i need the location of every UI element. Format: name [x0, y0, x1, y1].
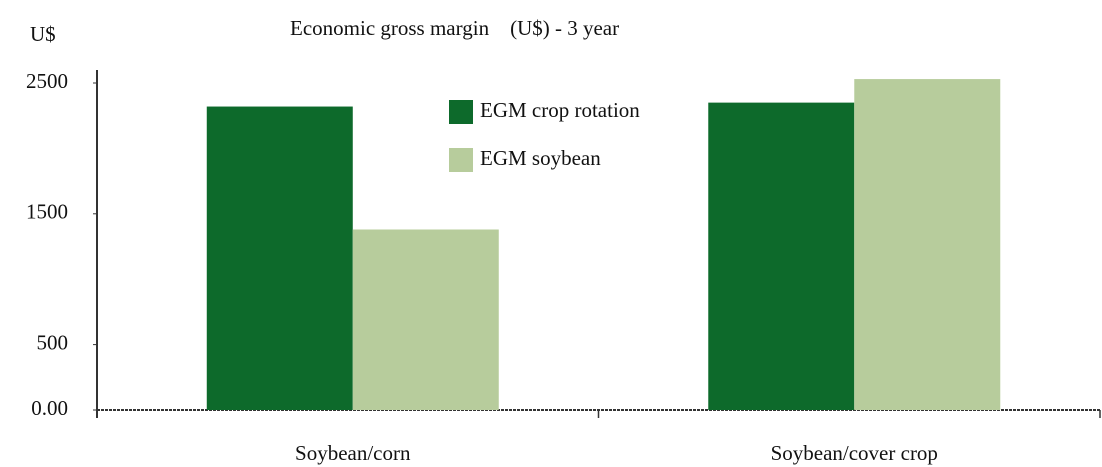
bar	[206, 106, 353, 410]
y-tick-label: 0.00	[31, 396, 68, 420]
x-tick-label: Soybean/corn	[295, 441, 411, 465]
legend-label: EGM crop rotation	[480, 98, 640, 122]
legend-swatch	[449, 148, 473, 172]
legend-label: EGM soybean	[480, 146, 601, 170]
legend-swatch	[449, 100, 473, 124]
y-tick-label: 1500	[26, 200, 68, 224]
y-axis-label: U$	[30, 22, 56, 46]
y-tick-label: 2500	[26, 69, 68, 93]
bar	[854, 79, 1001, 411]
x-tick-label: Soybean/cover crop	[771, 441, 938, 465]
chart-title: Economic gross margin (U$) - 3 year	[290, 16, 619, 40]
y-tick-label: 500	[37, 330, 69, 354]
bar	[352, 229, 499, 410]
bar	[708, 102, 855, 411]
